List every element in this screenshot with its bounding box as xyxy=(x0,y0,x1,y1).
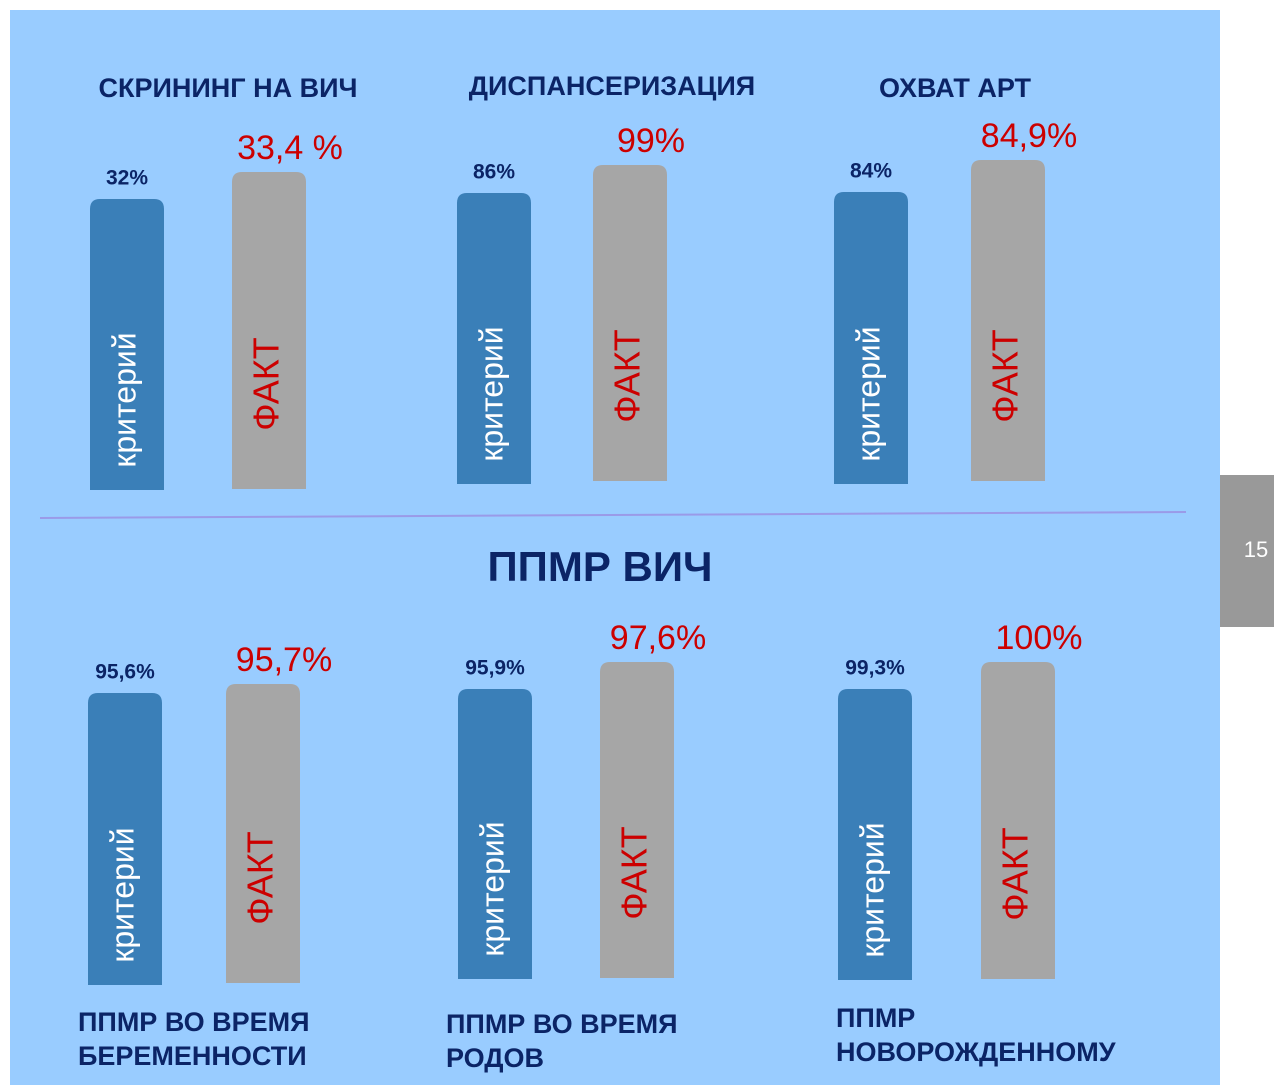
fact-value: 99% xyxy=(617,122,685,160)
bar xyxy=(226,684,300,983)
page-number: 15 xyxy=(1244,537,1268,562)
bar xyxy=(88,693,162,985)
fact-value: 97,6% xyxy=(610,619,706,657)
page-number-box xyxy=(1220,475,1274,627)
divider xyxy=(39,511,1187,519)
panel-title: РОДОВ xyxy=(446,1043,544,1073)
fact-bar-label: ФАКТ xyxy=(246,337,287,431)
fact-value: 33,4 % xyxy=(237,129,343,167)
criterion-bar-label: критерий xyxy=(104,827,140,962)
bar xyxy=(838,689,912,980)
bar xyxy=(834,192,908,484)
panel-title: ППМР ВО ВРЕМЯ xyxy=(446,1009,678,1039)
fact-bar-label: ФАКТ xyxy=(240,831,281,925)
criterion-value: 95,9% xyxy=(465,657,525,680)
fact-value: 100% xyxy=(996,619,1083,657)
criterion-value: 95,6% xyxy=(95,661,155,684)
bar xyxy=(458,689,532,979)
fact-bar-label: ФАКТ xyxy=(995,827,1036,921)
fact-bar-label: ФАКТ xyxy=(985,329,1026,423)
panel-title: НОВОРОЖДЕННОМУ xyxy=(836,1037,1117,1067)
criterion-value: 32% xyxy=(106,167,148,190)
criterion-bar-label: критерий xyxy=(474,821,510,956)
fact-bar-label: ФАКТ xyxy=(614,826,655,920)
fact-value: 95,7% xyxy=(236,641,332,679)
fact-value: 84,9% xyxy=(981,117,1077,155)
panel-title: ППМР xyxy=(836,1003,915,1033)
bar xyxy=(971,160,1045,481)
panel-title: ОХВАТ АРТ xyxy=(879,73,1031,103)
panel-title: БЕРЕМЕННОСТИ xyxy=(78,1041,307,1071)
panel-title: СКРИНИНГ НА ВИЧ xyxy=(99,73,358,103)
section-title: ППМР ВИЧ xyxy=(487,543,712,590)
bar xyxy=(232,172,306,489)
criterion-value: 86% xyxy=(473,161,515,184)
criterion-value: 99,3% xyxy=(845,657,905,680)
criterion-bar-label: критерий xyxy=(854,822,890,957)
criterion-bar-label: критерий xyxy=(473,326,509,461)
bar xyxy=(457,193,531,484)
criterion-value: 84% xyxy=(850,160,892,183)
panel-title: ДИСПАНСЕРИЗАЦИЯ xyxy=(469,71,755,101)
bar xyxy=(90,199,164,490)
criterion-bar-label: критерий xyxy=(850,326,886,461)
criterion-bar-label: критерий xyxy=(106,332,142,467)
panel-title: ППМР ВО ВРЕМЯ xyxy=(78,1007,310,1037)
fact-bar-label: ФАКТ xyxy=(607,329,648,423)
bar xyxy=(593,165,667,481)
bar xyxy=(600,662,674,978)
bar xyxy=(981,662,1055,979)
